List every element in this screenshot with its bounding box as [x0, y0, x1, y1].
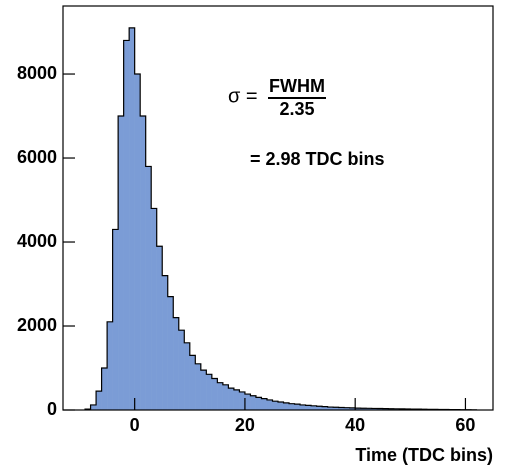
bar: [113, 229, 119, 410]
bar: [96, 391, 102, 410]
bar: [173, 318, 179, 410]
bar: [306, 405, 312, 410]
bar: [190, 355, 196, 410]
bar: [284, 403, 290, 410]
bar: [256, 397, 262, 410]
y-tick-label: 8000: [17, 63, 57, 83]
bar: [135, 74, 141, 410]
bar: [168, 297, 174, 410]
annotation: 2.35: [279, 99, 314, 119]
y-tick-label: 2000: [17, 315, 57, 335]
bar: [184, 343, 190, 410]
x-tick-label: 60: [455, 415, 475, 435]
bar: [206, 374, 212, 410]
bar: [278, 402, 284, 410]
bar: [239, 392, 245, 410]
annotation: = 2.98 TDC bins: [250, 149, 385, 169]
bar: [217, 383, 223, 410]
bar: [118, 116, 124, 410]
x-tick-label: 0: [130, 415, 140, 435]
bar: [300, 405, 306, 410]
x-tick-label: 40: [345, 415, 365, 435]
bar: [91, 405, 97, 410]
bar: [228, 388, 234, 410]
annotation: σ =: [228, 85, 258, 107]
bar: [151, 208, 157, 410]
bar: [102, 368, 108, 410]
bar: [245, 394, 251, 410]
x-tick-label: 20: [235, 415, 255, 435]
bar: [250, 396, 256, 410]
bar: [195, 364, 201, 410]
bar: [272, 401, 278, 410]
y-tick-label: 6000: [17, 147, 57, 167]
bar: [289, 404, 295, 410]
bar: [107, 322, 113, 410]
bar: [261, 399, 267, 410]
bar: [157, 246, 163, 410]
bar: [295, 404, 301, 410]
annotation: FWHM: [269, 76, 325, 96]
bar: [201, 370, 207, 410]
x-axis-label: Time (TDC bins): [355, 445, 493, 465]
y-tick-label: 4000: [17, 231, 57, 251]
y-tick-label: 0: [47, 399, 57, 419]
bar: [129, 28, 135, 410]
bar: [162, 276, 168, 410]
bar: [311, 406, 317, 410]
bar: [212, 379, 218, 410]
bar: [223, 385, 229, 410]
bar: [267, 400, 273, 410]
bar: [234, 390, 240, 410]
bar: [179, 330, 185, 410]
bar: [140, 116, 146, 410]
bar: [146, 166, 152, 410]
bar: [124, 40, 130, 410]
